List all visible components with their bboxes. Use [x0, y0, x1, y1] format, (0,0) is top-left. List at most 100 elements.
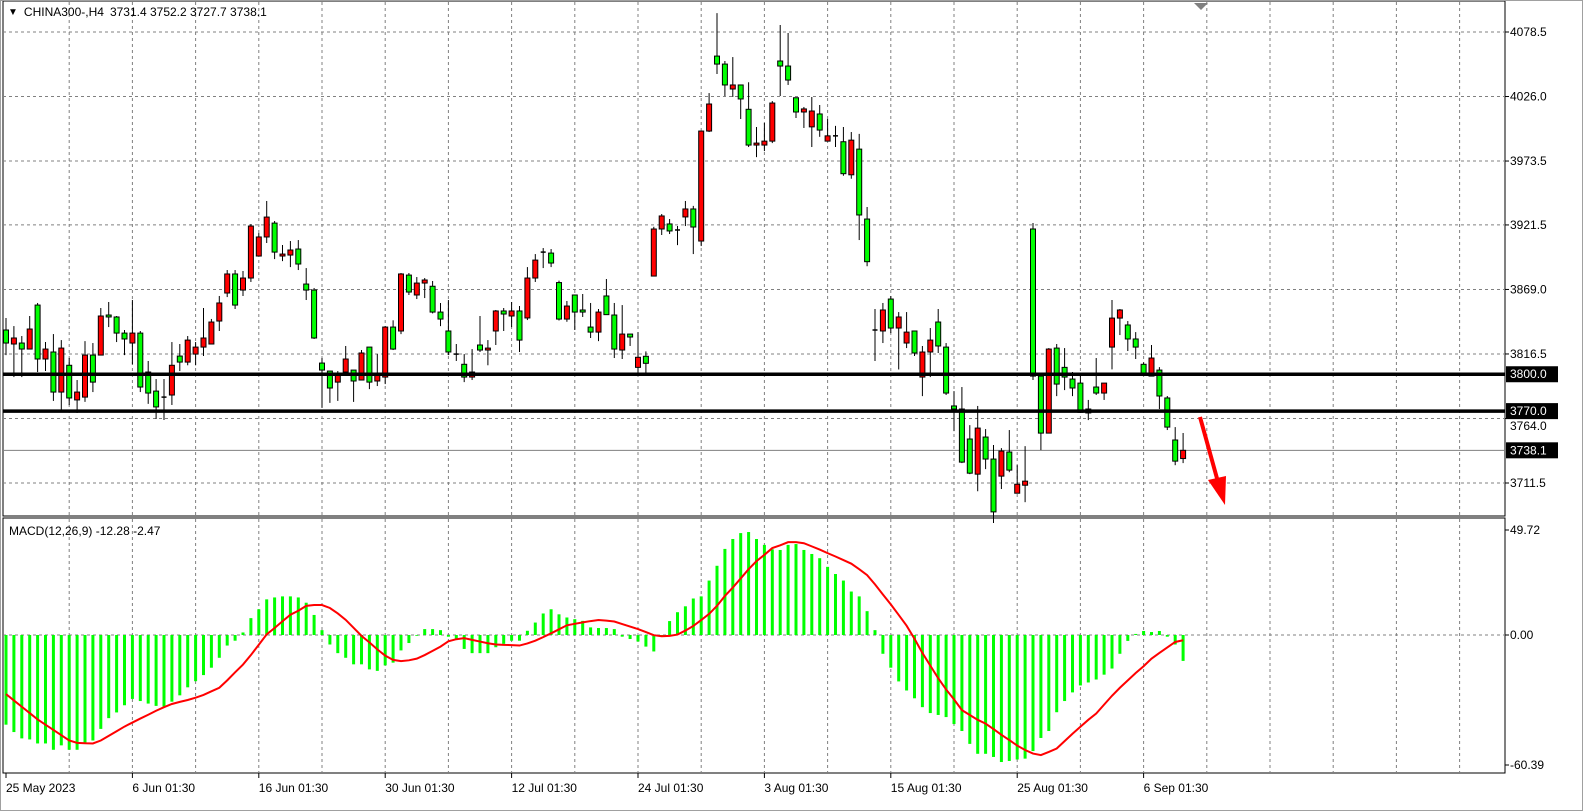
macd-histogram-bar	[91, 635, 95, 741]
candle-down	[295, 248, 302, 265]
candle-up	[1014, 483, 1021, 494]
macd-histogram-bar	[960, 635, 964, 732]
candle-down	[627, 333, 634, 338]
candle-down	[966, 438, 973, 474]
time-axis-label: 6 Sep 01:30	[1144, 781, 1209, 795]
chart-shift-marker-icon[interactable]	[1194, 3, 1208, 10]
macd-histogram-bar	[194, 635, 198, 682]
candle-down	[516, 310, 523, 341]
macd-histogram-bar	[202, 635, 205, 676]
macd-histogram-bar	[1165, 635, 1169, 637]
candle-up	[824, 135, 831, 142]
price-axis-label: 3711.5	[1510, 476, 1546, 490]
macd-histogram-bar	[1110, 635, 1114, 669]
macd-histogram-bar	[865, 611, 869, 635]
macd-histogram-bar	[1047, 635, 1051, 732]
macd-histogram-bar	[683, 606, 687, 635]
macd-histogram-bar	[1031, 635, 1035, 752]
macd-name: MACD(12,26,9)	[9, 524, 93, 538]
macd-histogram-bar	[1157, 630, 1161, 635]
macd-histogram-bar	[1023, 635, 1027, 759]
macd-histogram-bar	[67, 635, 71, 750]
candle-down	[548, 252, 555, 264]
candle-up	[808, 110, 815, 128]
candle-up	[1045, 348, 1052, 434]
macd-histogram-bar	[841, 580, 845, 635]
candle-down	[1077, 382, 1084, 413]
time-axis-label: 16 Jun 01:30	[259, 781, 329, 795]
candle-up	[800, 108, 807, 113]
macd-histogram-bar	[130, 635, 134, 699]
triangle-down-icon[interactable]: ▼	[8, 6, 18, 18]
price-pane[interactable]	[2, 0, 1506, 517]
macd-histogram-bar	[304, 602, 308, 635]
candle-up	[563, 305, 570, 320]
candle-up	[769, 102, 776, 142]
macd-histogram-bar	[281, 596, 284, 635]
red-arrow-shaft[interactable]	[1198, 416, 1220, 483]
red-arrow-head-icon[interactable]	[1208, 476, 1226, 505]
candle-up	[650, 228, 657, 277]
macd-histogram-bar	[399, 635, 403, 651]
macd-histogram-bar	[1063, 635, 1067, 702]
candle-up	[895, 316, 902, 329]
macd-histogram-bar	[715, 565, 719, 635]
macd-histogram-bar	[265, 599, 269, 635]
candle-down	[721, 63, 728, 86]
macd-histogram-bar	[407, 635, 411, 644]
candle-down	[737, 84, 744, 100]
price-axis-label: 3921.5	[1510, 218, 1547, 232]
candle-down	[18, 342, 25, 350]
macd-axis-label: -60.39	[1510, 758, 1544, 772]
candle-down	[390, 326, 397, 350]
macd-histogram-bar	[857, 596, 861, 635]
macd-histogram-bar	[794, 544, 798, 635]
candle-down	[429, 285, 436, 313]
candle-up	[879, 309, 886, 332]
macd-histogram-bar	[826, 566, 830, 635]
macd-histogram-bar	[778, 549, 782, 635]
candle-down	[556, 282, 562, 320]
candle-up	[1101, 382, 1108, 394]
macd-histogram-bar	[723, 548, 727, 635]
time-axis-label: 15 Aug 01:30	[891, 781, 962, 795]
macd-histogram-bar	[905, 635, 909, 691]
candle-down	[642, 355, 649, 364]
macd-histogram-bar	[652, 635, 656, 652]
macd-histogram-bar	[312, 614, 316, 635]
candle-up	[358, 352, 365, 381]
candle-down	[153, 390, 160, 408]
macd-histogram-bar	[968, 635, 972, 744]
candle-down	[319, 362, 325, 371]
candle-down	[990, 458, 997, 513]
macd-histogram-bar	[107, 635, 111, 719]
candle-up	[998, 450, 1005, 477]
bid-price-label-bg	[1506, 442, 1558, 459]
candle-up	[413, 282, 420, 296]
macd-histogram-bar	[818, 558, 822, 635]
macd-pane[interactable]	[2, 517, 1506, 774]
macd-histogram-bar	[541, 613, 545, 635]
macd-histogram-bar	[802, 549, 806, 635]
macd-histogram-bar	[999, 635, 1003, 763]
macd-histogram-bar	[4, 635, 8, 725]
macd-histogram-bar	[928, 635, 932, 714]
macd-histogram-bar	[881, 635, 885, 654]
candle-down	[232, 273, 239, 306]
macd-histogram-bar	[296, 597, 300, 635]
candle-up	[398, 273, 404, 332]
macd-histogram-bar	[225, 635, 229, 646]
macd-histogram-bar	[360, 635, 363, 665]
line-price-label-bg	[1506, 366, 1558, 383]
candle-up	[903, 331, 910, 344]
candle-down	[571, 294, 578, 313]
candle-up	[82, 354, 88, 398]
macd-signal-value: -2.47	[133, 524, 161, 538]
candle-up	[706, 103, 713, 132]
time-axis-label: 12 Jul 01:30	[512, 781, 578, 795]
macd-histogram-bar	[739, 533, 743, 635]
candle-up	[263, 216, 270, 238]
macd-histogram-bar	[352, 635, 356, 665]
candle-up	[595, 311, 602, 333]
